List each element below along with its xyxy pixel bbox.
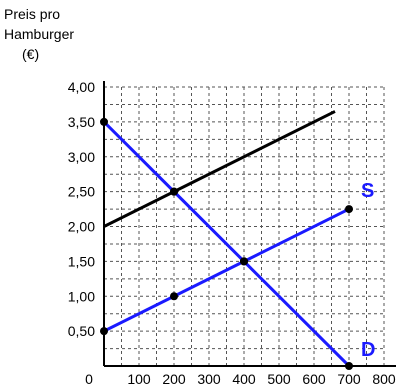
y-tick-label: 3,50 [68, 114, 95, 130]
x-tick-label: 800 [372, 371, 396, 387]
series-s-line [103, 207, 350, 333]
y-tick-label: 3,00 [68, 149, 95, 165]
y-tick-label: 1,00 [68, 288, 95, 304]
series-s-point [240, 257, 248, 266]
y-axis-label-line-2: Hamburger [4, 26, 74, 42]
x-tick-label: 100 [127, 371, 151, 387]
y-tick-label: 0,50 [68, 323, 95, 339]
axes [103, 81, 396, 367]
x-tick-label: 0 [85, 371, 93, 387]
y-tick-label: 4,00 [68, 79, 95, 95]
x-tick-label: 600 [302, 371, 326, 387]
series-s-point [345, 205, 353, 214]
x-tick-label: 200 [162, 371, 186, 387]
series-layer [100, 110, 353, 370]
x-tick-labels: 0 100 200 300 400 500 600 700 800 [85, 371, 396, 387]
y-tick-label: 2,50 [68, 184, 95, 200]
series-d-line [102, 120, 351, 368]
series-d-point [100, 117, 108, 126]
series-d-point [345, 362, 353, 370]
series-s-point [170, 292, 178, 301]
x-tick-label: 700 [337, 371, 361, 387]
y-axis-label-line-3: (€) [22, 46, 39, 62]
series-line-point [170, 187, 178, 196]
y-tick-labels: 0,50 1,00 1,50 2,00 2,50 3,00 3,50 4,00 [68, 79, 95, 339]
y-axis-label-line-1: Preis pro [4, 6, 60, 22]
series-d-label: D [361, 339, 375, 361]
series-s-point [100, 327, 108, 336]
x-tick-label: 300 [197, 371, 221, 387]
y-tick-label: 2,00 [68, 219, 95, 235]
series-labels: DS [361, 180, 375, 361]
y-tick-label: 1,50 [68, 253, 95, 269]
x-tick-label: 400 [232, 371, 256, 387]
grid [104, 86, 385, 366]
x-tick-label: 500 [267, 371, 291, 387]
series-s-label: S [361, 180, 374, 202]
